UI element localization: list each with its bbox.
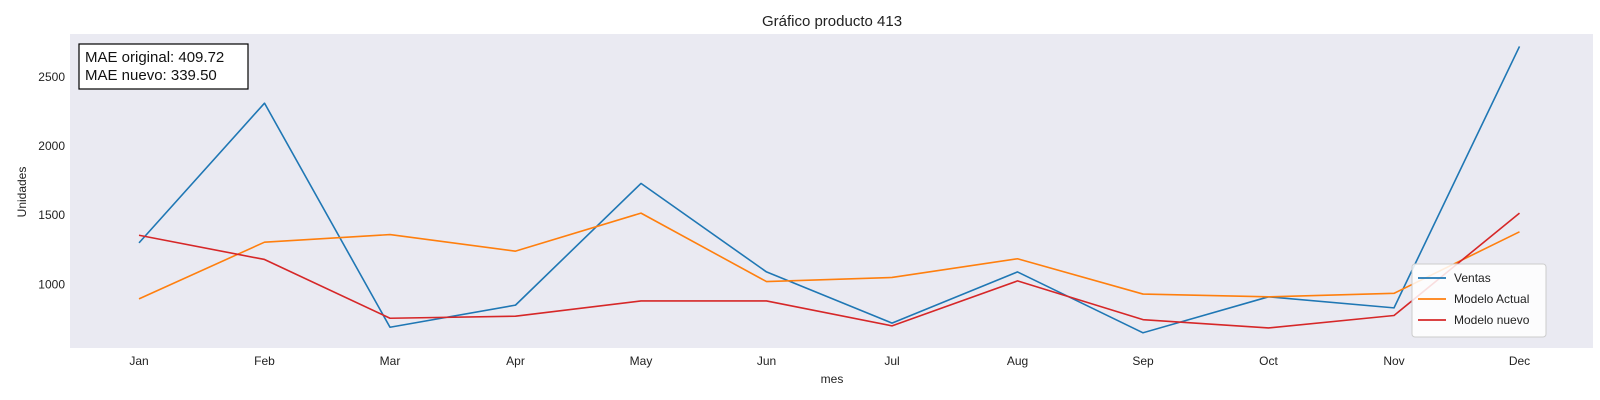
y-tick-label: 2500: [38, 70, 65, 84]
x-tick-label: Aug: [1007, 354, 1028, 368]
annotation-line-1: MAE original: 409.72: [85, 49, 224, 66]
legend-label: Modelo Actual: [1454, 292, 1529, 306]
legend: Ventas Modelo Actual Modelo nuevo: [1411, 263, 1547, 338]
series-line-modelo-nuevo: [138, 212, 1521, 329]
x-tick-label: Nov: [1383, 354, 1404, 368]
x-tick-label: Jun: [757, 354, 776, 368]
x-tick-label: Mar: [380, 354, 401, 368]
annotation-line-2: MAE nuevo: 339.50: [85, 67, 217, 84]
x-tick-label: Dec: [1509, 354, 1530, 368]
y-tick-label: 1500: [38, 208, 65, 222]
annotation-box: [78, 43, 249, 90]
series-lines: [138, 46, 1521, 334]
series-line-ventas: [138, 46, 1521, 334]
x-tick-label: Sep: [1132, 354, 1154, 368]
legend-label: Modelo nuevo: [1454, 313, 1530, 327]
x-tick-label: Jul: [884, 354, 899, 368]
y-tick-label: 2000: [38, 139, 65, 153]
mae-annotation: MAE original: 409.72 MAE nuevo: 339.50: [78, 43, 249, 90]
x-axis: Jan Feb Mar Apr May Jun Jul Aug Sep Oct Nov Dec: [129, 354, 1530, 368]
y-axis-title: Unidades: [15, 167, 29, 218]
series-line-modelo-actual: [138, 212, 1520, 300]
legend-box: [1411, 263, 1547, 338]
legend-label: Ventas: [1454, 271, 1491, 285]
x-tick-label: May: [630, 354, 653, 368]
x-tick-label: Apr: [506, 354, 525, 368]
x-tick-label: Jan: [129, 354, 148, 368]
plot-area: [70, 34, 1593, 348]
x-tick-label: Oct: [1259, 354, 1278, 368]
x-tick-label: Feb: [254, 354, 275, 368]
chart-title: Gráfico producto 413: [762, 13, 902, 30]
x-axis-title: mes: [821, 372, 844, 386]
y-axis: 1000 1500 2000 2500: [38, 70, 65, 291]
y-tick-label: 1000: [38, 277, 65, 291]
